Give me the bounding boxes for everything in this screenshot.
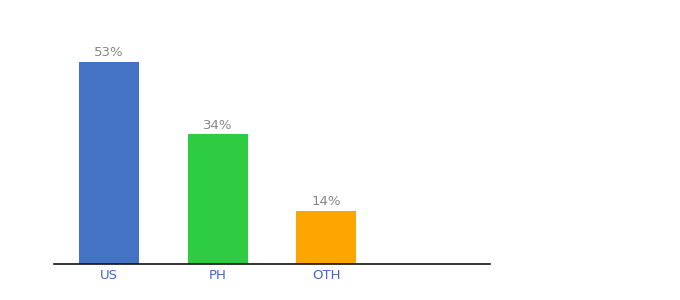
Text: 14%: 14% xyxy=(311,195,341,208)
Bar xyxy=(188,134,248,264)
Text: 34%: 34% xyxy=(203,119,233,132)
Bar xyxy=(79,62,139,264)
Bar xyxy=(296,211,356,264)
Text: 53%: 53% xyxy=(94,46,124,59)
